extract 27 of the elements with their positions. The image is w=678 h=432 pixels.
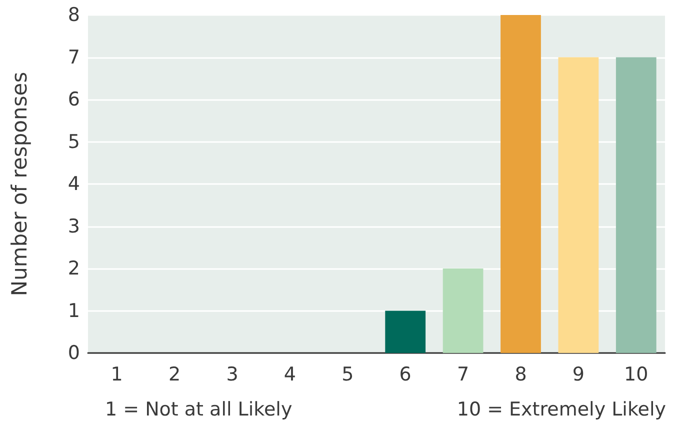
y-tick-label: 5 bbox=[68, 130, 80, 153]
x-tick-label: 6 bbox=[399, 364, 412, 386]
bar bbox=[500, 15, 541, 353]
x-tick-label: 9 bbox=[572, 364, 584, 386]
bar bbox=[616, 57, 656, 353]
bar bbox=[442, 268, 484, 353]
y-tick-label: 1 bbox=[68, 300, 80, 322]
x-tick-label: 8 bbox=[514, 364, 527, 386]
text: 10 = Extremely Likely bbox=[456, 398, 666, 420]
y-tick-label: 6 bbox=[68, 88, 80, 110]
x-tick-label: 10 bbox=[624, 364, 648, 386]
x-tick-label: 3 bbox=[226, 364, 238, 386]
y-tick-label: 2 bbox=[68, 258, 80, 280]
y-axis-title: Number of responses bbox=[8, 72, 32, 296]
bar bbox=[558, 57, 599, 353]
x-tick-label: 2 bbox=[168, 364, 181, 386]
y-tick-label: 3 bbox=[68, 215, 80, 238]
y-tick-label: 8 bbox=[68, 4, 80, 26]
bar bbox=[385, 310, 426, 353]
x-tick-label: 1 bbox=[110, 364, 123, 386]
x-tick-label: 4 bbox=[284, 364, 296, 386]
y-tick-label: 4 bbox=[68, 173, 80, 195]
x-tick-label: 7 bbox=[457, 364, 470, 386]
x-tick-label: 5 bbox=[342, 364, 354, 386]
text: 1 = Not at all Likely bbox=[105, 398, 292, 420]
y-tick-label: 0 bbox=[68, 342, 80, 364]
y-tick-label: 7 bbox=[68, 46, 80, 68]
